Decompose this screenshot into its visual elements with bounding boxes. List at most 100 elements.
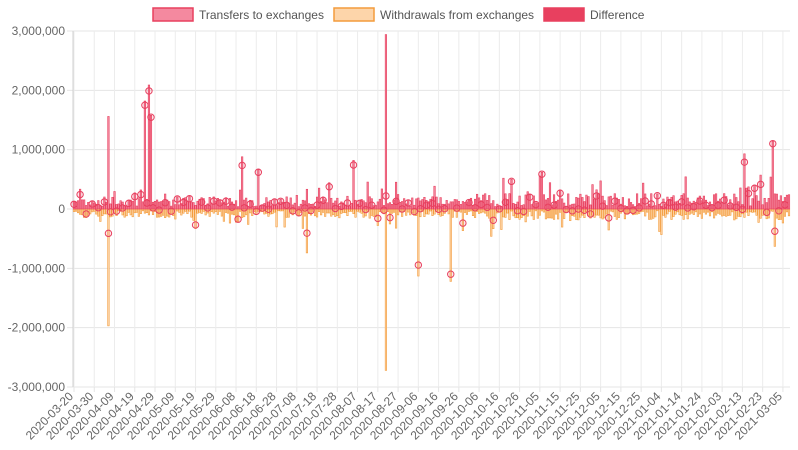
transfer-bar — [265, 197, 268, 210]
transfers-series — [72, 34, 791, 210]
transfer-bar — [72, 201, 76, 210]
legend-item-withdrawals[interactable]: Withdrawals from exchanges — [333, 7, 534, 22]
transfer-bar — [241, 156, 244, 210]
difference-point — [210, 197, 218, 205]
difference-point — [611, 197, 619, 205]
withdrawal-bar — [427, 208, 430, 215]
transfer-bar — [182, 197, 185, 210]
y-tick-label: -3,000,000 — [8, 380, 66, 394]
difference-point — [179, 198, 188, 207]
difference-point — [270, 198, 279, 206]
difference-point — [550, 201, 558, 209]
difference-point — [696, 197, 704, 205]
withdrawal-bar — [324, 208, 327, 217]
transfer-bar — [417, 197, 420, 210]
transfer-bar — [214, 200, 217, 210]
difference-point — [88, 200, 96, 208]
transfer-bar — [289, 197, 292, 210]
legend-label-difference: Difference — [590, 8, 645, 22]
difference-point — [313, 201, 321, 209]
withdrawal-bar — [725, 208, 728, 217]
withdrawal-bar — [239, 208, 242, 212]
transfer-bar — [684, 176, 687, 210]
difference-point — [118, 204, 127, 212]
withdrawal-bar — [668, 208, 671, 212]
withdrawal-bar — [370, 208, 373, 216]
transfer-bar — [413, 204, 416, 210]
withdrawal-bar — [729, 208, 732, 216]
withdrawal-bar — [93, 208, 96, 212]
difference-point — [428, 199, 437, 208]
transfer-bar — [212, 196, 215, 210]
withdrawal-bar — [759, 208, 762, 219]
difference-point — [380, 206, 388, 214]
transfer-bar — [516, 201, 519, 210]
transfer-bar — [767, 198, 770, 210]
withdrawal-bar — [143, 208, 146, 214]
withdrawal-bar — [603, 208, 606, 219]
difference-point — [382, 192, 390, 200]
difference-point — [775, 207, 783, 215]
transfer-bar — [540, 171, 543, 210]
withdrawal-bar — [214, 208, 217, 212]
withdrawal-bar — [502, 208, 505, 218]
transfer-bar — [548, 182, 552, 210]
difference-point — [671, 203, 680, 211]
difference-point — [282, 201, 291, 209]
difference-point — [459, 219, 467, 227]
withdrawal-bar — [785, 208, 789, 213]
withdrawal-bar — [200, 208, 203, 214]
transfer-bar — [133, 192, 136, 210]
legend-label-transfers: Transfers to exchanges — [199, 8, 324, 22]
difference-point — [495, 205, 504, 213]
withdrawal-bar — [228, 208, 232, 224]
transfer-bar — [463, 202, 466, 210]
withdrawal-bar — [615, 208, 618, 220]
transfer-bar — [155, 199, 159, 210]
withdrawal-bar — [696, 208, 699, 217]
difference-point — [544, 203, 552, 212]
transfer-bar — [447, 203, 450, 210]
transfer-bar — [745, 187, 748, 210]
withdrawal-bar — [139, 208, 142, 214]
difference-point — [355, 199, 364, 208]
withdrawal-bar — [504, 208, 507, 218]
difference-point — [519, 207, 528, 216]
withdrawal-bar — [559, 208, 562, 213]
withdrawal-bar — [561, 208, 564, 228]
withdrawal-bar — [465, 208, 469, 215]
transfer-bar — [275, 205, 278, 210]
transfer-bar — [139, 189, 142, 210]
withdrawal-bar — [557, 208, 560, 220]
difference-point — [434, 205, 443, 214]
transfer-bar — [160, 201, 163, 210]
withdrawal-bar — [182, 208, 185, 214]
transfer-bar — [107, 116, 110, 210]
transfer-bar — [492, 200, 495, 210]
legend-item-difference[interactable]: Difference — [543, 7, 645, 22]
transfer-bar — [87, 202, 90, 210]
difference-point — [301, 204, 309, 212]
transfer-bar — [443, 203, 446, 210]
difference-point — [246, 200, 254, 208]
transfer-bar — [255, 205, 258, 210]
transfer-bar — [763, 197, 766, 210]
withdrawal-bar — [125, 208, 128, 217]
legend-item-transfers[interactable]: Transfers to exchanges — [152, 7, 324, 22]
difference-point — [368, 201, 376, 209]
transfer-bar — [733, 193, 736, 210]
transfer-bar — [431, 196, 434, 210]
withdrawal-bar — [506, 208, 509, 214]
transfer-bar — [267, 201, 270, 210]
difference-point — [556, 189, 564, 197]
difference-point — [781, 201, 789, 209]
withdrawal-bar — [137, 208, 140, 217]
transfer-bar — [461, 201, 464, 210]
transfer-bar — [190, 201, 193, 210]
withdrawal-bar — [538, 208, 541, 216]
withdrawal-bar — [609, 208, 612, 212]
withdrawal-bar — [451, 208, 454, 218]
transfer-bar — [747, 186, 750, 210]
difference-point — [532, 200, 540, 209]
